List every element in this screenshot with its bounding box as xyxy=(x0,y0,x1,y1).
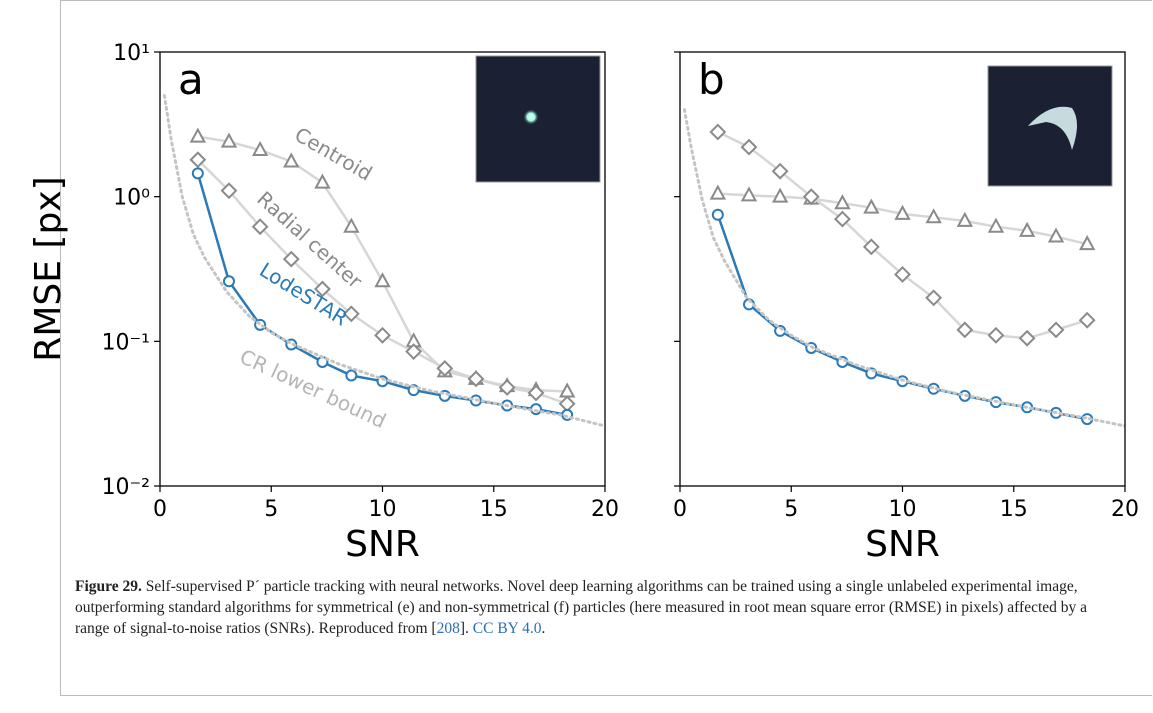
marker xyxy=(345,369,358,382)
y-tick-label: 10⁰ xyxy=(113,186,150,211)
marker xyxy=(834,210,851,228)
marker xyxy=(191,167,204,180)
x-tick-label: 10 xyxy=(369,497,397,522)
marker xyxy=(527,384,545,402)
marker xyxy=(740,186,758,202)
marker xyxy=(220,182,238,200)
marker xyxy=(314,280,331,298)
marker xyxy=(987,326,1005,344)
y-axis-label: RMSE [px] xyxy=(28,176,69,361)
marker xyxy=(436,359,454,377)
x-axis-label: SNR xyxy=(865,524,940,565)
marker xyxy=(771,187,789,203)
axes-frame xyxy=(159,51,606,487)
marker xyxy=(222,275,235,288)
marker xyxy=(863,198,880,214)
marker xyxy=(709,184,727,200)
caption-text: . xyxy=(541,620,546,637)
marker xyxy=(834,194,851,210)
marker xyxy=(894,266,911,283)
x-tick-label: 5 xyxy=(264,497,278,522)
x-tick-label: 10 xyxy=(889,497,917,522)
marker xyxy=(283,152,300,168)
marker xyxy=(251,218,269,236)
marker xyxy=(251,140,269,157)
marker xyxy=(342,305,360,323)
marker xyxy=(956,321,974,339)
x-tick-label: 0 xyxy=(153,497,167,522)
marker xyxy=(1018,329,1036,347)
inset-image-b xyxy=(987,65,1113,187)
marker xyxy=(467,370,485,388)
marker xyxy=(282,250,300,268)
marker xyxy=(862,238,880,256)
marker xyxy=(498,379,516,396)
marker xyxy=(558,395,576,413)
marker xyxy=(1047,321,1065,339)
x-axis-label: SNR xyxy=(345,524,420,565)
marker xyxy=(709,123,727,141)
caption-license[interactable]: CC BY 4.0 xyxy=(472,620,542,637)
inset-image-a xyxy=(475,55,601,183)
marker xyxy=(314,173,331,189)
marker xyxy=(343,217,360,233)
caption: Figure 29. Self-supervised P´ particle t… xyxy=(75,576,1125,639)
caption-text: Self-supervised P´ particle tracking wit… xyxy=(75,578,1088,637)
series-line xyxy=(716,213,1089,421)
caption-text: ]. xyxy=(459,620,473,637)
marker xyxy=(1047,227,1065,243)
marker xyxy=(1018,221,1036,237)
x-tick-label: 5 xyxy=(784,497,798,522)
marker xyxy=(405,343,423,360)
axes-frame xyxy=(679,51,1126,487)
marker xyxy=(925,289,943,307)
x-tick-label: 15 xyxy=(1000,497,1028,522)
marker xyxy=(1078,311,1096,329)
marker xyxy=(374,326,391,344)
marker xyxy=(802,188,820,206)
marker xyxy=(189,151,207,169)
x-tick-label: 15 xyxy=(480,497,508,522)
x-tick-label: 0 xyxy=(673,497,687,522)
caption-label: Figure 29. xyxy=(75,578,142,595)
y-tick-label: 10⁻¹ xyxy=(102,330,150,355)
series-label: Centroid xyxy=(291,122,377,185)
figure-frame xyxy=(60,0,1152,696)
series-line xyxy=(682,108,1125,428)
marker xyxy=(925,208,942,224)
marker xyxy=(374,272,391,288)
y-tick-label: 10¹ xyxy=(113,41,150,66)
marker xyxy=(1078,235,1096,251)
panel-label: a xyxy=(178,55,204,104)
marker xyxy=(740,138,758,156)
marker xyxy=(956,211,973,227)
marker xyxy=(987,217,1005,233)
marker xyxy=(771,162,789,180)
y-tick-label: 10⁻² xyxy=(102,475,150,500)
series-line xyxy=(162,94,605,428)
marker xyxy=(894,204,911,220)
marker xyxy=(711,208,724,221)
marker xyxy=(220,132,238,148)
caption-ref[interactable]: 208 xyxy=(436,620,460,637)
x-tick-label: 20 xyxy=(591,497,619,522)
panel-label: b xyxy=(698,55,725,104)
marker xyxy=(189,127,207,143)
x-tick-label: 20 xyxy=(1111,497,1139,522)
